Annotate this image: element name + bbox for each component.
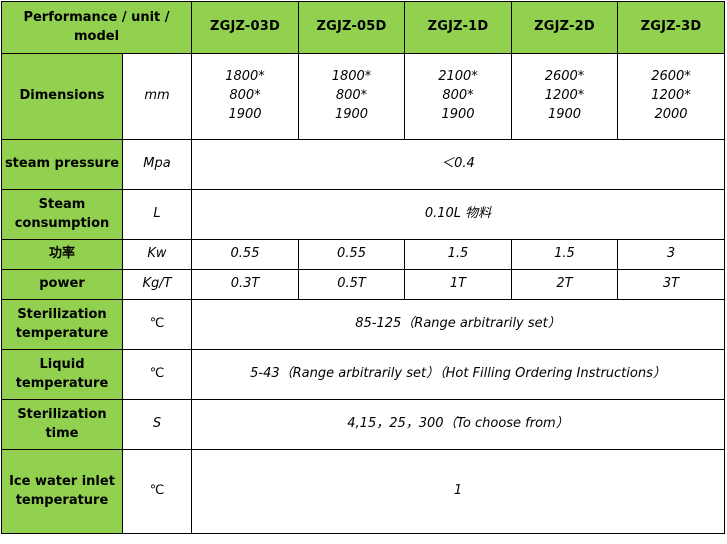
cell-sterilization-temperature-value: 85-125（Range arbitrarily set）	[191, 299, 725, 350]
model-header-zgjz-1d: ZGJZ-1D	[404, 1, 512, 54]
row-label-power: power	[1, 269, 123, 300]
table-row-power: power Kg/T 0.3T 0.5T 1T 2T 3T	[1, 269, 725, 300]
row-unit-steam-pressure: Mpa	[122, 139, 192, 190]
cell-gonglv-zgjz-3d: 3	[617, 239, 725, 270]
table-row-dimensions: Dimensions mm 1800* 800* 1900 1800* 800*…	[1, 53, 725, 140]
cell-sterilization-time-value: 4,15，25，300（To choose from）	[191, 399, 725, 450]
row-label-gonglv: 功率	[1, 239, 123, 270]
cell-dimensions-zgjz-05d: 1800* 800* 1900	[298, 53, 405, 140]
row-label-sterilization-temperature: Sterilization temperature	[1, 299, 123, 350]
model-header-zgjz-2d: ZGJZ-2D	[511, 1, 618, 54]
cell-dimensions-zgjz-3d: 2600* 1200* 2000	[617, 53, 725, 140]
cell-gonglv-zgjz-1d: 1.5	[404, 239, 512, 270]
table-header-row: Performance / unit / model ZGJZ-03D ZGJZ…	[1, 1, 725, 54]
cell-steam-consumption-value: 0.10L 物料	[191, 189, 725, 240]
row-label-ice-water-inlet-temperature: Ice water inlet temperature	[1, 449, 123, 534]
dimension-width: 1200*	[651, 88, 691, 104]
table-row-ice-water-inlet-temperature: Ice water inlet temperature ℃ 1	[1, 449, 725, 534]
cell-dimensions-zgjz-03d: 1800* 800* 1900	[191, 53, 299, 140]
table-row-sterilization-temperature: Sterilization temperature ℃ 85-125（Range…	[1, 299, 725, 350]
cell-liquid-temperature-value: 5-43（Range arbitrarily set）（Hot Filling …	[191, 349, 725, 400]
model-header-zgjz-3d: ZGJZ-3D	[617, 1, 725, 54]
dimension-length: 1800*	[225, 69, 265, 85]
dimension-height: 1900	[228, 106, 262, 122]
dimension-length: 2600*	[544, 69, 585, 85]
cell-power-zgjz-3d: 3T	[617, 269, 725, 300]
cell-power-zgjz-1d: 1T	[404, 269, 512, 300]
row-unit-steam-consumption: L	[122, 189, 192, 240]
table-row-steam-consumption: Steam consumption L 0.10L 物料	[1, 189, 725, 240]
cell-gonglv-zgjz-03d: 0.55	[191, 239, 299, 270]
table-row-liquid-temperature: Liquid temperature ℃ 5-43（Range arbitrar…	[1, 349, 725, 400]
model-header-zgjz-05d: ZGJZ-05D	[298, 1, 405, 54]
row-label-dimensions: Dimensions	[1, 53, 123, 140]
row-unit-power: Kg/T	[122, 269, 192, 300]
table-row-sterilization-time: Sterilization time S 4,15，25，300（To choo…	[1, 399, 725, 450]
row-unit-liquid-temperature: ℃	[122, 349, 192, 400]
dimension-length: 1800*	[331, 69, 372, 85]
row-unit-gonglv: Kw	[122, 239, 192, 270]
table-row-gonglv: 功率 Kw 0.55 0.55 1.5 1.5 3	[1, 239, 725, 270]
row-label-liquid-temperature: Liquid temperature	[1, 349, 123, 400]
row-label-steam-pressure: steam pressure	[1, 139, 123, 190]
dimension-length: 2600*	[651, 69, 691, 85]
dimension-height: 1900	[334, 106, 369, 122]
cell-steam-pressure-value: ＜0.4	[191, 139, 725, 190]
row-label-steam-consumption: Steam consumption	[1, 189, 123, 240]
dimension-length: 2100*	[438, 69, 478, 85]
row-label-sterilization-time: Sterilization time	[1, 399, 123, 450]
table-row-steam-pressure: steam pressure Mpa ＜0.4	[1, 139, 725, 190]
dimension-width: 800*	[335, 88, 368, 104]
specification-table: Performance / unit / model ZGJZ-03D ZGJZ…	[1, 1, 725, 534]
model-header-zgjz-03d: ZGJZ-03D	[191, 1, 299, 54]
dimension-height: 1900	[441, 106, 475, 122]
dimension-width: 800*	[442, 88, 474, 104]
cell-ice-water-inlet-temperature-value: 1	[191, 449, 725, 534]
corner-header-cell: Performance / unit / model	[1, 1, 192, 54]
dimension-height: 2000	[654, 106, 688, 122]
cell-dimensions-zgjz-2d: 2600* 1200* 1900	[511, 53, 618, 140]
cell-power-zgjz-03d: 0.3T	[191, 269, 299, 300]
row-unit-dimensions: mm	[122, 53, 192, 140]
dimension-width: 800*	[229, 88, 261, 104]
dimension-height: 1900	[547, 106, 582, 122]
row-unit-ice-water-inlet-temperature: ℃	[122, 449, 192, 534]
cell-power-zgjz-2d: 2T	[511, 269, 618, 300]
cell-dimensions-zgjz-1d: 2100* 800* 1900	[404, 53, 512, 140]
cell-power-zgjz-05d: 0.5T	[298, 269, 405, 300]
row-unit-sterilization-temperature: ℃	[122, 299, 192, 350]
dimension-width: 1200*	[544, 88, 585, 104]
cell-gonglv-zgjz-05d: 0.55	[298, 239, 405, 270]
cell-gonglv-zgjz-2d: 1.5	[511, 239, 618, 270]
row-unit-sterilization-time: S	[122, 399, 192, 450]
